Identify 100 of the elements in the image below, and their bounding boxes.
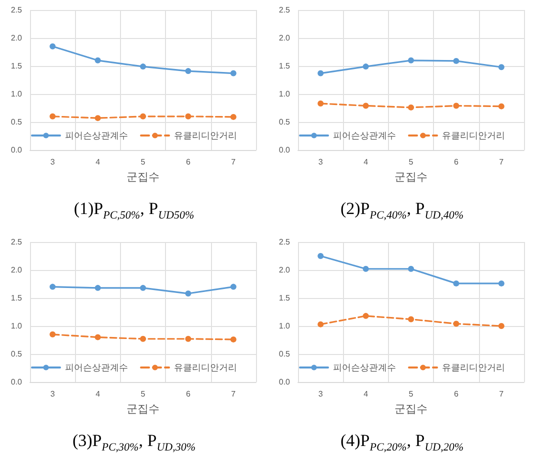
y-tick-label: 0.5 bbox=[10, 350, 23, 358]
legend-label: 유클리디안거리 bbox=[442, 362, 505, 372]
point bbox=[50, 331, 56, 338]
y-tick-label: 1.5 bbox=[10, 294, 23, 302]
legend-label: 유클리디안거리 bbox=[442, 130, 505, 140]
y-tick-label: 2.5 bbox=[278, 238, 291, 246]
point bbox=[498, 280, 504, 286]
y-tick-label: 1.5 bbox=[278, 62, 291, 70]
point bbox=[230, 70, 236, 76]
y-tick-label: 1.0 bbox=[278, 90, 291, 98]
point bbox=[362, 312, 369, 319]
point bbox=[318, 100, 324, 107]
x-tick-label: 6 bbox=[186, 158, 191, 166]
point bbox=[140, 336, 146, 342]
point bbox=[453, 280, 460, 286]
x-tick-label: 4 bbox=[364, 390, 369, 398]
x-tick-label: 4 bbox=[364, 158, 369, 166]
point bbox=[50, 43, 56, 50]
x-tick-label: 5 bbox=[408, 158, 414, 166]
x-tick-label: 6 bbox=[454, 158, 459, 166]
point bbox=[185, 68, 192, 74]
x-tick-label: 3 bbox=[318, 390, 324, 398]
y-tick-label: 2.5 bbox=[10, 238, 23, 246]
point bbox=[408, 104, 414, 110]
y-tick-label: 0.0 bbox=[10, 378, 23, 386]
point bbox=[50, 284, 56, 290]
point bbox=[94, 334, 101, 340]
x-tick-label: 6 bbox=[186, 390, 191, 398]
y-tick-label: 1.0 bbox=[10, 90, 23, 98]
point bbox=[408, 266, 414, 272]
point bbox=[140, 284, 146, 291]
x-axis-title: 군집수 bbox=[126, 172, 160, 184]
point bbox=[94, 57, 101, 64]
y-tick-label: 2.0 bbox=[278, 266, 291, 274]
point bbox=[453, 58, 460, 64]
point bbox=[498, 323, 504, 329]
x-tick-label: 6 bbox=[454, 390, 459, 398]
x-tick-label: 7 bbox=[499, 158, 504, 166]
y-tick-label: 2.5 bbox=[10, 6, 23, 14]
y-tick-label: 2.5 bbox=[278, 6, 291, 14]
x-tick-label: 3 bbox=[50, 390, 56, 398]
legend-label: 피어슨상관계수 bbox=[65, 362, 128, 372]
y-tick-label: 1.5 bbox=[10, 62, 23, 70]
point bbox=[408, 316, 414, 322]
y-tick-label: 0.5 bbox=[10, 118, 23, 126]
y-tick-label: 0.5 bbox=[278, 350, 291, 358]
x-axis-title: 군집수 bbox=[394, 404, 428, 416]
point bbox=[408, 57, 414, 64]
text: (2)P$_{PC,40%}$, P$_{UD,40%}$ bbox=[339, 198, 465, 224]
point bbox=[453, 102, 460, 109]
point bbox=[50, 113, 56, 120]
point bbox=[140, 64, 146, 70]
point bbox=[318, 321, 324, 328]
legend-label: 피어슨상관계수 bbox=[333, 362, 396, 372]
point bbox=[362, 102, 369, 109]
point bbox=[230, 284, 236, 290]
legend-label: 유클리디안거리 bbox=[174, 130, 237, 140]
point bbox=[185, 290, 192, 297]
point bbox=[362, 266, 369, 272]
x-axis-title: 군집수 bbox=[126, 404, 160, 416]
y-tick-label: 1.0 bbox=[10, 322, 23, 330]
y-tick-label: 0.0 bbox=[10, 146, 23, 154]
x-tick-label: 7 bbox=[231, 158, 236, 166]
y-tick-label: 0.5 bbox=[278, 118, 291, 126]
text: (3)P$_{PC,30%}$, P$_{UD,30%}$ bbox=[71, 430, 197, 456]
point bbox=[94, 284, 101, 291]
point bbox=[498, 103, 504, 110]
point bbox=[230, 336, 236, 342]
x-axis-title: 군집수 bbox=[394, 172, 428, 184]
point bbox=[318, 253, 324, 259]
point bbox=[498, 64, 504, 70]
point bbox=[318, 70, 324, 76]
x-tick-label: 5 bbox=[408, 390, 414, 398]
point bbox=[185, 336, 192, 342]
y-tick-label: 1.5 bbox=[278, 294, 291, 302]
legend-label: 피어슨상관계수 bbox=[333, 130, 396, 140]
y-tick-label: 2.0 bbox=[10, 34, 23, 42]
x-tick-label: 4 bbox=[96, 158, 101, 166]
text: (1)P$_{PC,50%}$, P$_{UD50%}$ bbox=[72, 198, 196, 224]
x-tick-label: 4 bbox=[96, 390, 101, 398]
x-tick-label: 7 bbox=[499, 390, 504, 398]
x-tick-label: 7 bbox=[231, 390, 236, 398]
point bbox=[230, 114, 236, 120]
x-tick-label: 3 bbox=[50, 158, 56, 166]
point bbox=[362, 64, 369, 70]
point bbox=[185, 113, 192, 120]
legend-label: 유클리디안거리 bbox=[174, 362, 237, 372]
x-tick-label: 5 bbox=[140, 390, 146, 398]
point bbox=[453, 320, 460, 327]
x-tick-label: 3 bbox=[318, 158, 324, 166]
y-tick-label: 1.0 bbox=[278, 322, 291, 330]
y-tick-label: 0.0 bbox=[278, 146, 291, 154]
x-tick-label: 5 bbox=[140, 158, 146, 166]
text: (4)P$_{PC,20%}$, P$_{UD,20%}$ bbox=[339, 430, 465, 456]
y-tick-label: 2.0 bbox=[10, 266, 23, 274]
legend-label: 피어슨상관계수 bbox=[65, 130, 128, 140]
y-tick-label: 0.0 bbox=[278, 378, 291, 386]
y-tick-label: 2.0 bbox=[278, 34, 291, 42]
point bbox=[94, 115, 101, 122]
point bbox=[140, 113, 146, 120]
